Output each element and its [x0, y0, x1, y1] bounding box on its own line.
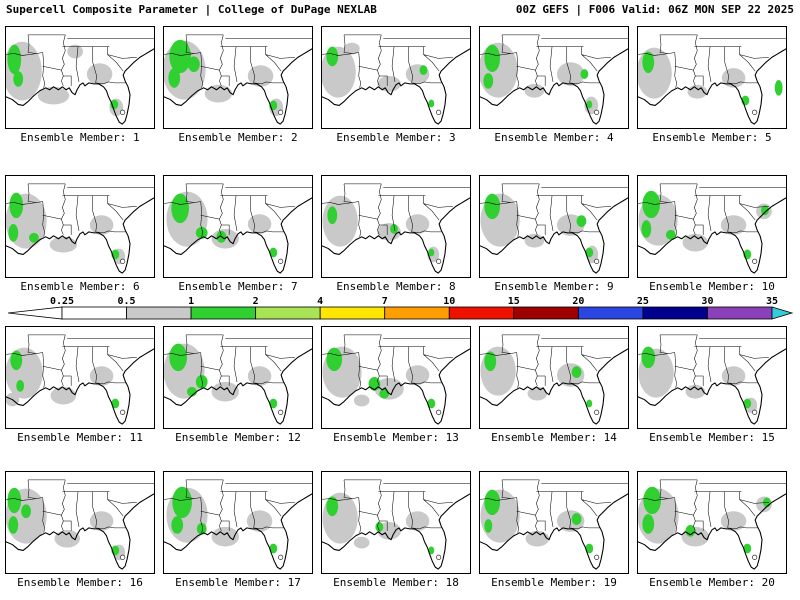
- ensemble-row-1: Ensemble Member: 1 Ensemble Member: 2 Ense…: [0, 26, 800, 144]
- ensemble-panel-12: Ensemble Member: 12: [163, 326, 313, 444]
- ensemble-panel-3: Ensemble Member: 3: [321, 26, 471, 144]
- colorbar-segment-11: [707, 306, 773, 320]
- ensemble-panel-9: Ensemble Member: 9: [479, 175, 629, 293]
- ensemble-panel-16: Ensemble Member: 16: [5, 471, 155, 589]
- colorbar-tick-label-1: 1: [188, 296, 194, 307]
- ensemble-map-16: [5, 471, 155, 574]
- ensemble-map-6: [5, 175, 155, 278]
- ensemble-map-3: [321, 26, 471, 129]
- colorbar: 0.25 0.5 1 2 4 7 10 15 20 25 30 35: [7, 296, 794, 320]
- ensemble-member-label-15: Ensemble Member: 15: [649, 431, 775, 444]
- ensemble-panel-19: Ensemble Member: 19: [479, 471, 629, 589]
- ensemble-map-15: [637, 326, 787, 429]
- ensemble-row-2: Ensemble Member: 6 Ensemble Member: 7 Ense…: [0, 175, 800, 293]
- colorbar-tick-label-7: 7: [382, 296, 388, 307]
- ensemble-panel-8: Ensemble Member: 8: [321, 175, 471, 293]
- ensemble-panel-15: Ensemble Member: 15: [637, 326, 787, 444]
- colorbar-segment-10: [642, 306, 708, 320]
- colorbar-under-arrow: [7, 306, 63, 320]
- ensemble-map-1: [5, 26, 155, 129]
- ensemble-member-label-19: Ensemble Member: 19: [491, 576, 617, 589]
- ensemble-panel-7: Ensemble Member: 7: [163, 175, 313, 293]
- ensemble-map-4: [479, 26, 629, 129]
- colorbar-segment-3: [190, 306, 257, 320]
- ensemble-member-label-11: Ensemble Member: 11: [17, 431, 143, 444]
- ensemble-member-label-1: Ensemble Member: 1: [20, 131, 140, 144]
- colorbar-tick-label-25: 25: [637, 296, 649, 307]
- ensemble-panel-11: Ensemble Member: 11: [5, 326, 155, 444]
- colorbar-segment-2: [126, 306, 192, 320]
- ensemble-map-5: [637, 26, 787, 129]
- ensemble-member-label-6: Ensemble Member: 6: [20, 280, 140, 293]
- ensemble-map-9: [479, 175, 629, 278]
- colorbar-tick-label-35: 35: [766, 296, 778, 307]
- ensemble-panel-1: Ensemble Member: 1: [5, 26, 155, 144]
- colorbar-segment-5: [319, 306, 386, 320]
- ensemble-panel-4: Ensemble Member: 4: [479, 26, 629, 144]
- ensemble-row-3: Ensemble Member: 11 Ensemble Member: 12 En…: [0, 326, 800, 444]
- ensemble-panel-18: Ensemble Member: 18: [321, 471, 471, 589]
- ensemble-map-14: [479, 326, 629, 429]
- ensemble-member-label-7: Ensemble Member: 7: [178, 280, 298, 293]
- colorbar-tick-label-30: 30: [701, 296, 713, 307]
- ensemble-map-8: [321, 175, 471, 278]
- ensemble-member-label-16: Ensemble Member: 16: [17, 576, 143, 589]
- ensemble-member-label-2: Ensemble Member: 2: [178, 131, 298, 144]
- ensemble-map-17: [163, 471, 313, 574]
- title-bar: Supercell Composite Parameter | College …: [0, 0, 800, 16]
- product-title: Supercell Composite Parameter | College …: [6, 3, 377, 16]
- colorbar-tick-label-15: 15: [508, 296, 520, 307]
- ensemble-member-label-14: Ensemble Member: 14: [491, 431, 617, 444]
- ensemble-member-label-12: Ensemble Member: 12: [175, 431, 301, 444]
- ensemble-map-2: [163, 26, 313, 129]
- ensemble-panel-10: Ensemble Member: 10: [637, 175, 787, 293]
- colorbar-segment-4: [255, 306, 321, 320]
- ensemble-panel-14: Ensemble Member: 14: [479, 326, 629, 444]
- colorbar-tick-label-2: 2: [253, 296, 259, 307]
- ensemble-member-label-10: Ensemble Member: 10: [649, 280, 775, 293]
- colorbar-tick-label-0.25: 0.25: [50, 296, 74, 307]
- ensemble-panel-17: Ensemble Member: 17: [163, 471, 313, 589]
- ensemble-member-label-13: Ensemble Member: 13: [333, 431, 459, 444]
- ensemble-member-label-3: Ensemble Member: 3: [336, 131, 456, 144]
- ensemble-map-13: [321, 326, 471, 429]
- ensemble-member-label-17: Ensemble Member: 17: [175, 576, 301, 589]
- colorbar-segment-7: [448, 306, 515, 320]
- colorbar-segment-9: [577, 306, 644, 320]
- colorbar-segment-1: [61, 306, 127, 320]
- colorbar-over-arrow: [771, 306, 794, 320]
- ensemble-row-4: Ensemble Member: 16 Ensemble Member: 17 En…: [0, 471, 800, 589]
- ensemble-member-label-5: Ensemble Member: 5: [652, 131, 772, 144]
- ensemble-map-18: [321, 471, 471, 574]
- colorbar-tick-label-10: 10: [443, 296, 455, 307]
- ensemble-member-label-4: Ensemble Member: 4: [494, 131, 614, 144]
- ensemble-map-7: [163, 175, 313, 278]
- ensemble-member-label-20: Ensemble Member: 20: [649, 576, 775, 589]
- ensemble-panel-13: Ensemble Member: 13: [321, 326, 471, 444]
- colorbar-tick-label-4: 4: [317, 296, 323, 307]
- colorbar-segment-8: [513, 306, 579, 320]
- ensemble-map-10: [637, 175, 787, 278]
- ensemble-panel-6: Ensemble Member: 6: [5, 175, 155, 293]
- ensemble-map-12: [163, 326, 313, 429]
- ensemble-panel-2: Ensemble Member: 2: [163, 26, 313, 144]
- colorbar-tick-label-0.5: 0.5: [118, 296, 136, 307]
- colorbar-segment-6: [384, 306, 450, 320]
- ensemble-map-20: [637, 471, 787, 574]
- model-run-valid-time: 00Z GEFS | F006 Valid: 06Z MON SEP 22 20…: [515, 3, 794, 16]
- colorbar-tick-label-20: 20: [572, 296, 584, 307]
- ensemble-member-label-9: Ensemble Member: 9: [494, 280, 614, 293]
- ensemble-map-19: [479, 471, 629, 574]
- ensemble-panel-5: Ensemble Member: 5: [637, 26, 787, 144]
- ensemble-panel-20: Ensemble Member: 20: [637, 471, 787, 589]
- ensemble-member-label-18: Ensemble Member: 18: [333, 576, 459, 589]
- ensemble-map-11: [5, 326, 155, 429]
- ensemble-member-label-8: Ensemble Member: 8: [336, 280, 456, 293]
